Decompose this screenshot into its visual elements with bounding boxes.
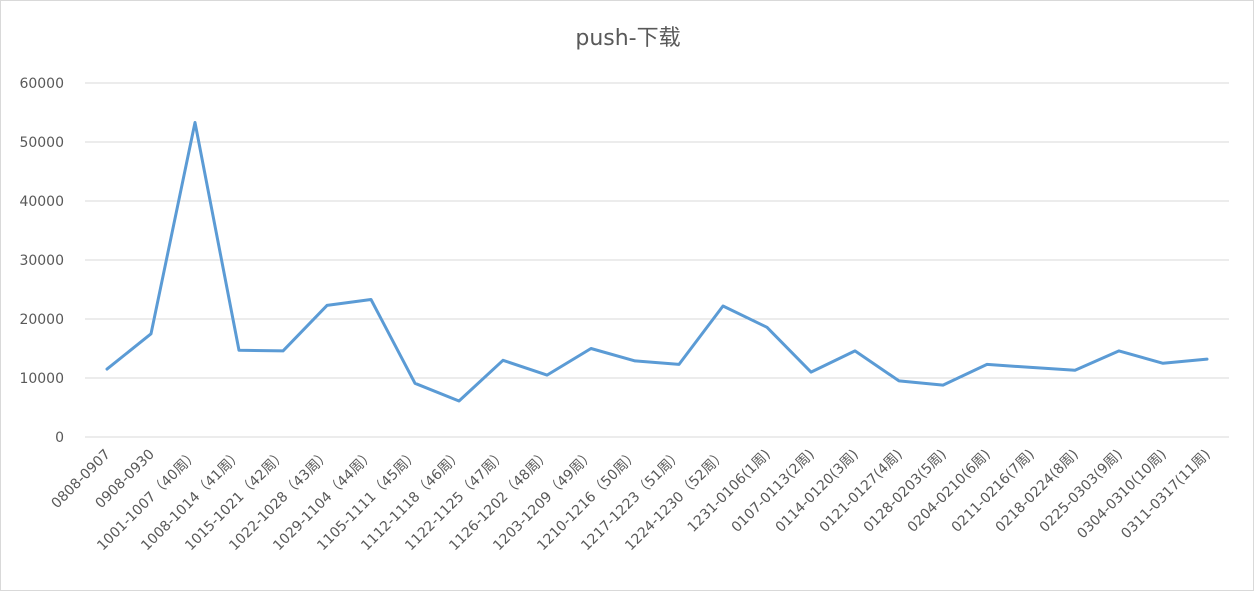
series-line-0 (105, 121, 1209, 403)
x-tick-label: 0218-0224(8周) (993, 447, 1082, 536)
x-tick-label: 0128-0203(5周) (861, 447, 950, 536)
x-tick-label: 1231-0106(1周) (685, 447, 774, 536)
chart-title: push-下载 (575, 26, 680, 51)
y-tick-label: 60000 (19, 76, 64, 92)
y-tick-label: 10000 (19, 371, 64, 387)
x-tick-label: 0225-0303(9周) (1037, 447, 1126, 536)
y-tick-label: 40000 (19, 194, 64, 210)
y-tick-label: 30000 (19, 253, 64, 269)
y-tick-label: 50000 (19, 135, 64, 151)
x-tick-label: 0107-0113(2周) (729, 447, 818, 536)
x-tick-label: 0204-0210(6周) (905, 447, 994, 536)
y-axis-tick-labels: 0 10000 20000 30000 40000 50000 60000 (19, 76, 64, 446)
x-tick-label: 0121-0127(4周) (817, 447, 906, 536)
y-tick-label: 20000 (19, 312, 64, 328)
x-axis-tick-labels: 0808-09070908-09301001-1007（40周）1008-101… (49, 447, 1214, 555)
y-tick-label: 0 (55, 430, 64, 446)
x-tick-label: 0114-0120(3周) (773, 447, 862, 536)
gridlines (85, 82, 1229, 438)
x-tick-label: 0211-0216(7周) (949, 447, 1038, 536)
series-layer (105, 121, 1209, 403)
